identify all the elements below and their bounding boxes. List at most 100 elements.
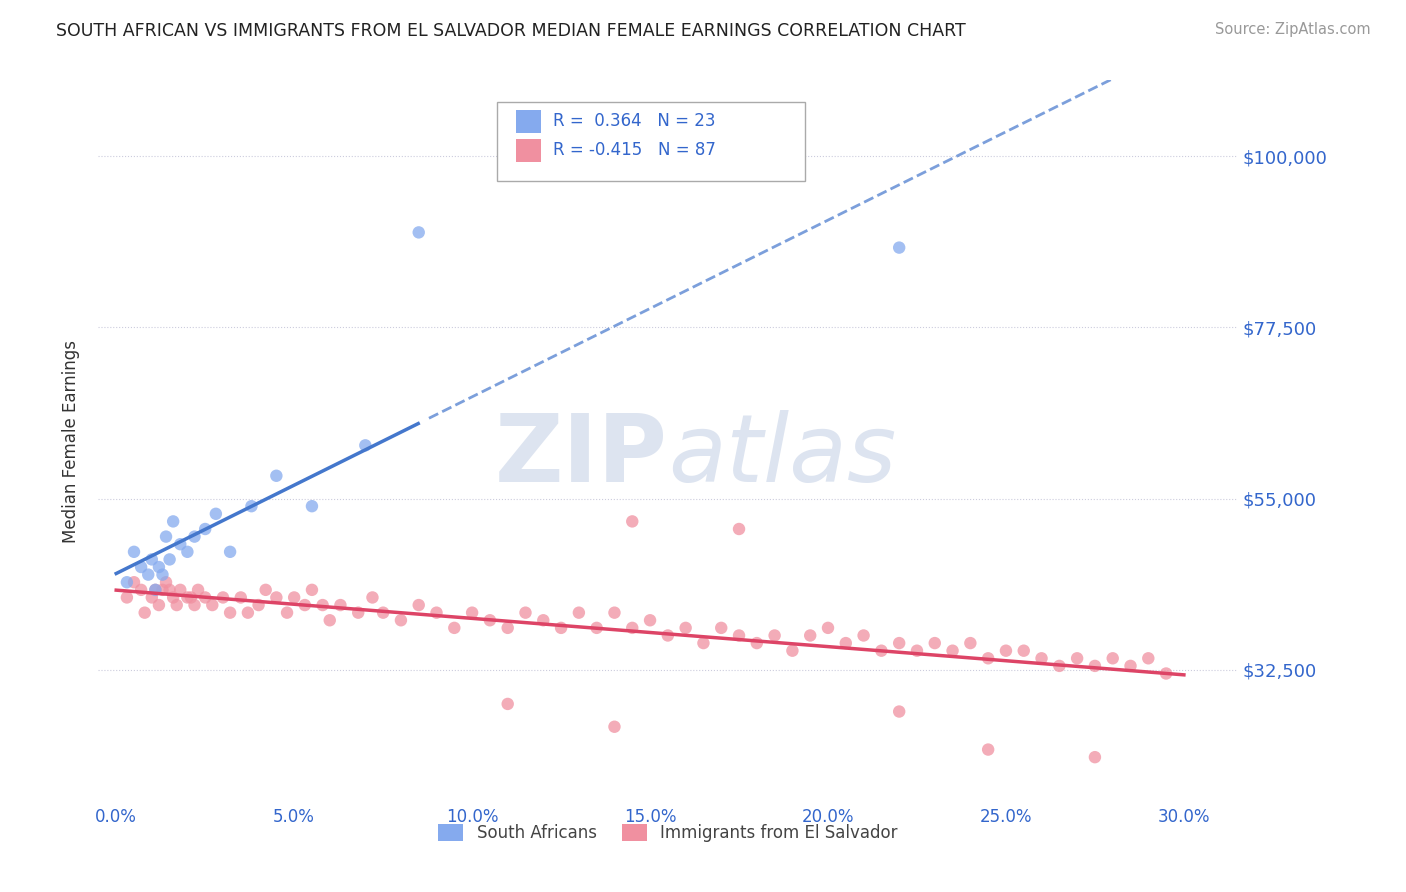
Point	[159, 582, 181, 597]
Point	[187, 582, 209, 597]
Point	[835, 636, 858, 650]
Point	[889, 636, 911, 650]
Point	[162, 591, 184, 605]
Text: R =  0.364   N = 23: R = 0.364 N = 23	[553, 112, 716, 130]
Point	[134, 606, 156, 620]
Point	[959, 636, 981, 650]
Point	[148, 560, 170, 574]
Point	[162, 515, 184, 529]
Point	[194, 591, 217, 605]
Point	[347, 606, 370, 620]
Point	[115, 575, 138, 590]
Point	[176, 545, 198, 559]
Point	[205, 507, 228, 521]
Point	[122, 545, 145, 559]
Point	[728, 522, 751, 536]
Point	[603, 606, 626, 620]
Point	[389, 613, 412, 627]
Point	[461, 606, 484, 620]
Point	[115, 591, 138, 605]
Point	[621, 515, 644, 529]
Y-axis label: Median Female Earnings: Median Female Earnings	[62, 340, 80, 543]
Point	[141, 591, 163, 605]
Point	[728, 628, 751, 642]
Point	[266, 468, 288, 483]
Point	[145, 582, 167, 597]
Point	[994, 643, 1017, 657]
Point	[977, 651, 1000, 665]
Point	[1031, 651, 1053, 665]
Point	[247, 598, 270, 612]
Point	[166, 598, 188, 612]
Point	[638, 613, 661, 627]
Point	[692, 636, 714, 650]
Point	[361, 591, 384, 605]
Point	[550, 621, 572, 635]
FancyBboxPatch shape	[516, 139, 541, 162]
Point	[180, 591, 202, 605]
Point	[675, 621, 697, 635]
Point	[710, 621, 733, 635]
Point	[319, 613, 342, 627]
Point	[236, 606, 259, 620]
Point	[145, 582, 167, 597]
Point	[1154, 666, 1177, 681]
Point	[212, 591, 235, 605]
Text: Source: ZipAtlas.com: Source: ZipAtlas.com	[1215, 22, 1371, 37]
Point	[311, 598, 333, 612]
Point	[201, 598, 224, 612]
Point	[817, 621, 839, 635]
Point	[148, 598, 170, 612]
Point	[408, 598, 430, 612]
Point	[371, 606, 394, 620]
Point	[141, 552, 163, 566]
Point	[889, 705, 911, 719]
Point	[276, 606, 298, 620]
Text: ZIP: ZIP	[495, 410, 668, 502]
Point	[219, 545, 242, 559]
Point	[1066, 651, 1088, 665]
Point	[1047, 659, 1070, 673]
Point	[657, 628, 679, 642]
Point	[905, 643, 928, 657]
Point	[194, 522, 217, 536]
Point	[1084, 659, 1107, 673]
Point	[152, 567, 174, 582]
Point	[585, 621, 607, 635]
Point	[1084, 750, 1107, 764]
Legend: South Africans, Immigrants from El Salvador: South Africans, Immigrants from El Salva…	[432, 817, 904, 848]
Point	[301, 582, 323, 597]
Point	[129, 560, 152, 574]
Point	[568, 606, 591, 620]
FancyBboxPatch shape	[498, 102, 804, 181]
Point	[1012, 643, 1035, 657]
Point	[294, 598, 316, 612]
Point	[621, 621, 644, 635]
Point	[425, 606, 447, 620]
Point	[942, 643, 965, 657]
Point	[1101, 651, 1123, 665]
Point	[229, 591, 252, 605]
Point	[977, 742, 1000, 756]
Point	[745, 636, 768, 650]
Point	[240, 499, 263, 513]
Point	[129, 582, 152, 597]
Point	[408, 226, 430, 240]
Point	[169, 582, 191, 597]
Point	[283, 591, 305, 605]
Point	[782, 643, 804, 657]
Point	[254, 582, 277, 597]
Point	[136, 567, 159, 582]
Point	[152, 582, 174, 597]
Text: atlas: atlas	[668, 410, 896, 501]
FancyBboxPatch shape	[516, 110, 541, 133]
Point	[219, 606, 242, 620]
Point	[183, 598, 205, 612]
Point	[531, 613, 554, 627]
Text: R = -0.415   N = 87: R = -0.415 N = 87	[553, 141, 716, 160]
Point	[183, 530, 205, 544]
Point	[515, 606, 537, 620]
Point	[496, 697, 519, 711]
Point	[852, 628, 875, 642]
Point	[496, 621, 519, 635]
